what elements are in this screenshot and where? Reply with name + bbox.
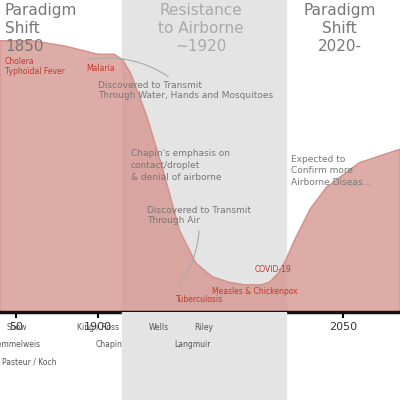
Text: Chapin: Chapin: [96, 340, 123, 349]
Text: Expected to
Confirm more
Airborne Diseas...: Expected to Confirm more Airborne Diseas…: [291, 155, 371, 187]
Bar: [122, 312, 286, 400]
Text: Discovered to Transmit
Through Water, Hands and Mosquitoes: Discovered to Transmit Through Water, Ha…: [89, 58, 273, 100]
Text: Chapin's emphasis on
contact/droplet
& denial of airborne: Chapin's emphasis on contact/droplet & d…: [131, 149, 230, 182]
Text: Discovered to Transmit
Through Air: Discovered to Transmit Through Air: [147, 206, 251, 286]
Text: Resistance
to Airborne
~1920: Resistance to Airborne ~1920: [158, 3, 244, 54]
Text: Wells: Wells: [148, 322, 168, 332]
Text: COVID-19: COVID-19: [255, 265, 292, 274]
Text: Paradigm
Shift
2020-: Paradigm Shift 2020-: [304, 3, 376, 54]
Text: Malaria: Malaria: [86, 64, 115, 73]
Text: Measles & Chickenpox: Measles & Chickenpox: [212, 287, 298, 296]
Text: Pasteur / Koch: Pasteur / Koch: [2, 358, 57, 367]
Text: Tuberculosis: Tuberculosis: [176, 295, 224, 304]
Text: Langmuir: Langmuir: [174, 340, 211, 349]
Text: Semmelweis: Semmelweis: [0, 340, 40, 349]
Text: Cholera
Typhoidal Fever: Cholera Typhoidal Fever: [5, 56, 65, 76]
Text: King / Ross: King / Ross: [77, 322, 119, 332]
Text: Snow: Snow: [6, 322, 26, 332]
Text: Riley: Riley: [194, 322, 214, 332]
Text: Paradigm
Shift
1850: Paradigm Shift 1850: [5, 3, 77, 54]
Bar: [122, 0, 286, 312]
